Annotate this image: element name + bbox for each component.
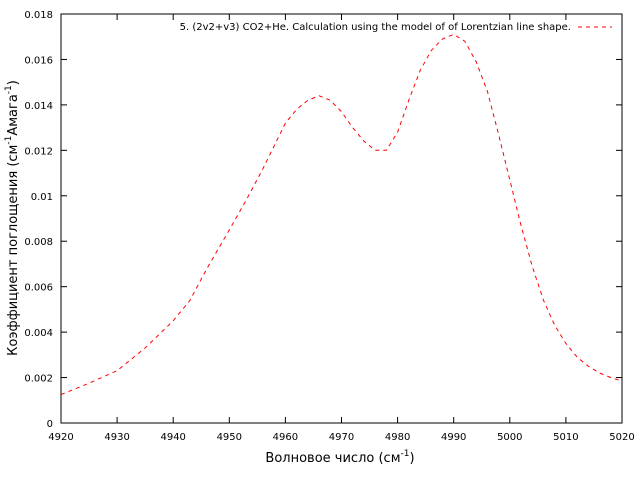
x-tick-label: 4940 bbox=[160, 432, 185, 443]
y-tick-label: 0 bbox=[47, 419, 53, 430]
x-tick-label: 5000 bbox=[497, 432, 522, 443]
x-tick-label: 5020 bbox=[609, 432, 634, 443]
y-tick-label: 0.006 bbox=[24, 283, 53, 294]
x-tick-label: 5010 bbox=[553, 432, 578, 443]
legend: 5. (2v2+v3) CO2+He. Calculation using th… bbox=[180, 22, 612, 33]
x-tick-label: 4930 bbox=[104, 432, 129, 443]
y-tick-label: 0.01 bbox=[31, 192, 53, 203]
axis-ticks: 4920 4930 4940 4950 4960 4970 4980 4990 5000 5010… bbox=[24, 10, 634, 443]
y-tick-label: 0.012 bbox=[24, 146, 53, 157]
x-axis-label: Волновое число (см-1) bbox=[265, 449, 414, 466]
y-axis-label: Коэффициент поглощения (см-1Амага-1) bbox=[4, 80, 21, 356]
x-tick-label: 4970 bbox=[329, 432, 354, 443]
y-tick-label: 0.016 bbox=[24, 55, 53, 66]
y-tick-label: 0.014 bbox=[24, 101, 53, 112]
x-tick-label: 4960 bbox=[273, 432, 298, 443]
y-tick-label: 0.018 bbox=[24, 10, 53, 21]
y-tick-label: 0.002 bbox=[24, 374, 53, 385]
legend-entry-label: 5. (2v2+v3) CO2+He. Calculation using th… bbox=[180, 22, 571, 33]
x-tick-label: 4990 bbox=[441, 432, 466, 443]
x-tick-label: 4920 bbox=[48, 432, 73, 443]
y-tick-label: 0.004 bbox=[24, 328, 53, 339]
x-tick-label: 4980 bbox=[385, 432, 410, 443]
x-tick-label: 4950 bbox=[217, 432, 242, 443]
series-group bbox=[60, 33, 623, 396]
plot-frame bbox=[60, 13, 623, 424]
series-line bbox=[60, 33, 623, 396]
y-tick-label: 0.008 bbox=[24, 237, 53, 248]
